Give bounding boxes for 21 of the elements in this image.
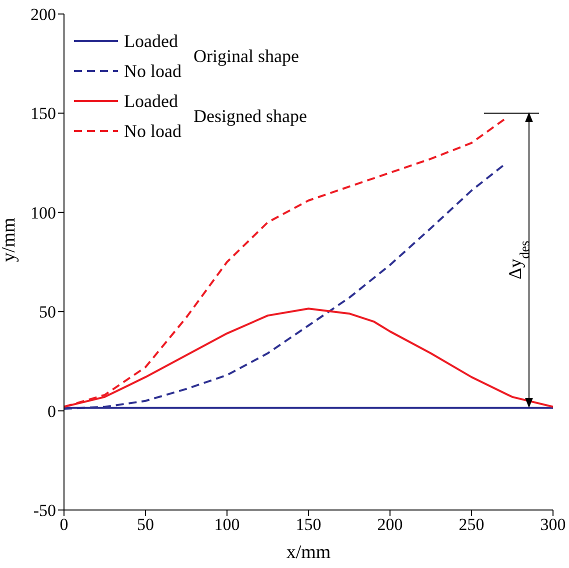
legend-label: No load	[124, 60, 182, 83]
x-tick-label: 150	[296, 515, 322, 534]
x-tick-label: 0	[60, 515, 68, 534]
x-tick-label: 50	[137, 515, 154, 534]
x-tick-label: 200	[377, 515, 403, 534]
x-tick-label: 300	[540, 515, 566, 534]
legend-label: No load	[124, 120, 182, 143]
legend-label: Loaded	[124, 30, 178, 53]
annotation: Designed shape	[194, 105, 307, 128]
legend-label: Loaded	[124, 90, 178, 113]
annotation: Original shape	[194, 45, 299, 68]
y-tick-label: 100	[30, 203, 56, 222]
y-tick-label: 150	[30, 104, 56, 124]
x-tick-label: 250	[458, 515, 484, 534]
y-tick-label: 200	[30, 5, 56, 24]
y-tick-label: -50	[33, 501, 56, 520]
x-axis-title: x/mm	[286, 542, 331, 563]
y-tick-label: 50	[39, 302, 56, 322]
y-tick-label: 0	[48, 402, 56, 421]
y-axis-title: y/mm	[0, 217, 20, 262]
x-tick-label: 100	[214, 515, 240, 534]
